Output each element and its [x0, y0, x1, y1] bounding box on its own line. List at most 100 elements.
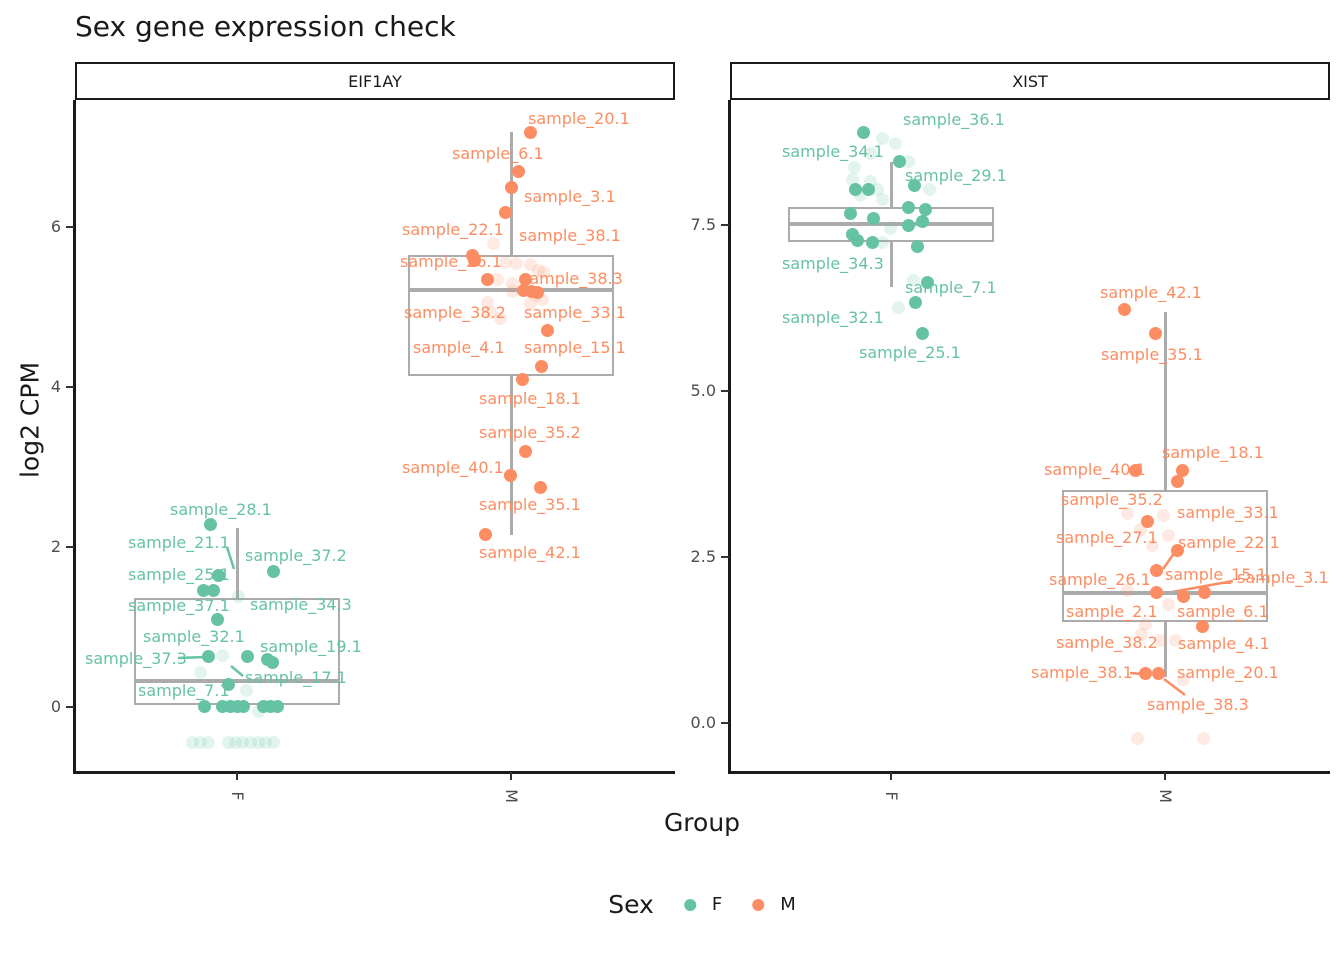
jitter-point: [193, 735, 207, 749]
sample-label: sample_25.1: [128, 565, 230, 584]
jitter-point: [534, 359, 548, 373]
sample-label: sample_17.1: [245, 668, 347, 688]
facet-strip-label: EIF1AY: [348, 71, 402, 91]
sample-label: sample_28.1: [170, 500, 272, 520]
y-tick-mark: [721, 722, 729, 724]
y-axis-line: [73, 100, 76, 772]
jitter-point: [193, 666, 207, 680]
jitter-point: [875, 236, 889, 250]
legend-title: Sex: [608, 890, 654, 919]
jitter-point: [523, 126, 537, 140]
y-tick-mark: [66, 706, 74, 708]
jitter-point: [505, 285, 519, 299]
sample-label: sample_3.1: [524, 186, 616, 206]
jitter-point: [907, 179, 921, 193]
jitter-point: [1117, 303, 1131, 317]
jitter-point: [201, 735, 215, 749]
whisker-upper: [890, 161, 893, 208]
x-tick-mark: [236, 772, 238, 780]
jitter-point: [875, 193, 889, 207]
jitter-point: [503, 469, 517, 483]
legend-item-m: M: [752, 894, 796, 915]
jitter-point: [203, 518, 217, 532]
box-median: [1062, 590, 1268, 595]
jitter-point: [1138, 618, 1152, 632]
jitter-point: [918, 203, 932, 217]
sample-label: sample_38.3: [521, 269, 623, 288]
y-tick-mark: [721, 556, 729, 558]
facet-strip-xist: XIST: [730, 62, 1330, 100]
sample-label: sample_38.2: [1056, 633, 1158, 653]
jitter-point: [523, 258, 537, 272]
jitter-point: [866, 211, 880, 225]
jitter-point: [486, 236, 500, 250]
jitter-point: [511, 165, 525, 179]
jitter-point: [536, 266, 550, 280]
jitter-point: [1140, 515, 1154, 529]
jitter-point: [221, 735, 235, 749]
x-tick-label: F: [882, 791, 901, 801]
sample-label: sample_7.1: [138, 681, 230, 700]
sample-label: sample_38.3: [1147, 695, 1249, 715]
sample-label: sample_34.1: [782, 141, 884, 161]
sample-label: sample_6.1: [1177, 602, 1269, 622]
jitter-point: [1176, 673, 1190, 687]
jitter-point: [1148, 327, 1162, 341]
sample-label: sample_27.1: [1056, 527, 1158, 547]
sample-label: sample_35.1: [479, 494, 581, 514]
box-median: [408, 288, 614, 293]
x-axis-line: [73, 771, 675, 774]
jitter-point: [1153, 633, 1167, 647]
jitter-point: [266, 565, 280, 579]
jitter-point: [1145, 538, 1159, 552]
sample-label: sample_26.1: [400, 252, 502, 272]
jitter-point: [258, 735, 272, 749]
legend-dot-f-icon: [683, 898, 696, 911]
jitter-point: [533, 480, 547, 494]
jitter-point: [493, 311, 507, 325]
jitter-point: [906, 273, 920, 287]
sample-label: sample_4.1: [1178, 633, 1270, 653]
jitter-point: [530, 286, 544, 300]
sample-label: sample_40.1: [402, 457, 504, 477]
jitter-point: [240, 650, 254, 664]
jitter-point: [1168, 633, 1182, 647]
sample-label: sample_29.1: [905, 165, 1007, 185]
y-tick-label: 5.0: [690, 381, 716, 400]
legend-label-f: F: [711, 894, 723, 915]
box-iqr: [408, 255, 614, 376]
x-axis-title: Group: [663, 808, 741, 837]
x-tick-mark: [510, 772, 512, 780]
jitter-point: [920, 275, 934, 289]
jitter-point: [865, 235, 879, 249]
jitter-point: [215, 648, 229, 662]
y-axis-line: [728, 100, 731, 772]
y-tick-label: 0.0: [690, 713, 716, 732]
y-tick-mark: [66, 226, 74, 228]
jitter-point: [1161, 598, 1175, 612]
jitter-point: [1176, 589, 1190, 603]
jitter-point: [270, 699, 284, 713]
sample-label: sample_34.3: [250, 594, 352, 614]
jitter-point: [910, 240, 924, 254]
jitter-point: [504, 181, 518, 195]
sample-label: sample_32.1: [143, 626, 245, 646]
jitter-point: [206, 583, 220, 597]
y-tick-label: 4: [50, 377, 61, 396]
jitter-point: [848, 183, 862, 197]
jitter-point: [901, 201, 915, 215]
jitter-point: [211, 569, 225, 583]
jitter-point: [861, 183, 875, 197]
sample-label: sample_18.1: [1162, 442, 1264, 462]
legend: Sex F M: [608, 890, 796, 919]
jitter-point: [850, 233, 864, 247]
jitter-point: [863, 146, 877, 160]
sample-label: sample_38.1: [1031, 663, 1133, 683]
whisker-lower: [890, 242, 893, 287]
jitter-point: [847, 160, 861, 174]
jitter-point: [915, 215, 929, 229]
y-tick-mark: [721, 390, 729, 392]
y-tick-label: 0: [50, 697, 61, 716]
sample-label: sample_42.1: [479, 542, 581, 562]
